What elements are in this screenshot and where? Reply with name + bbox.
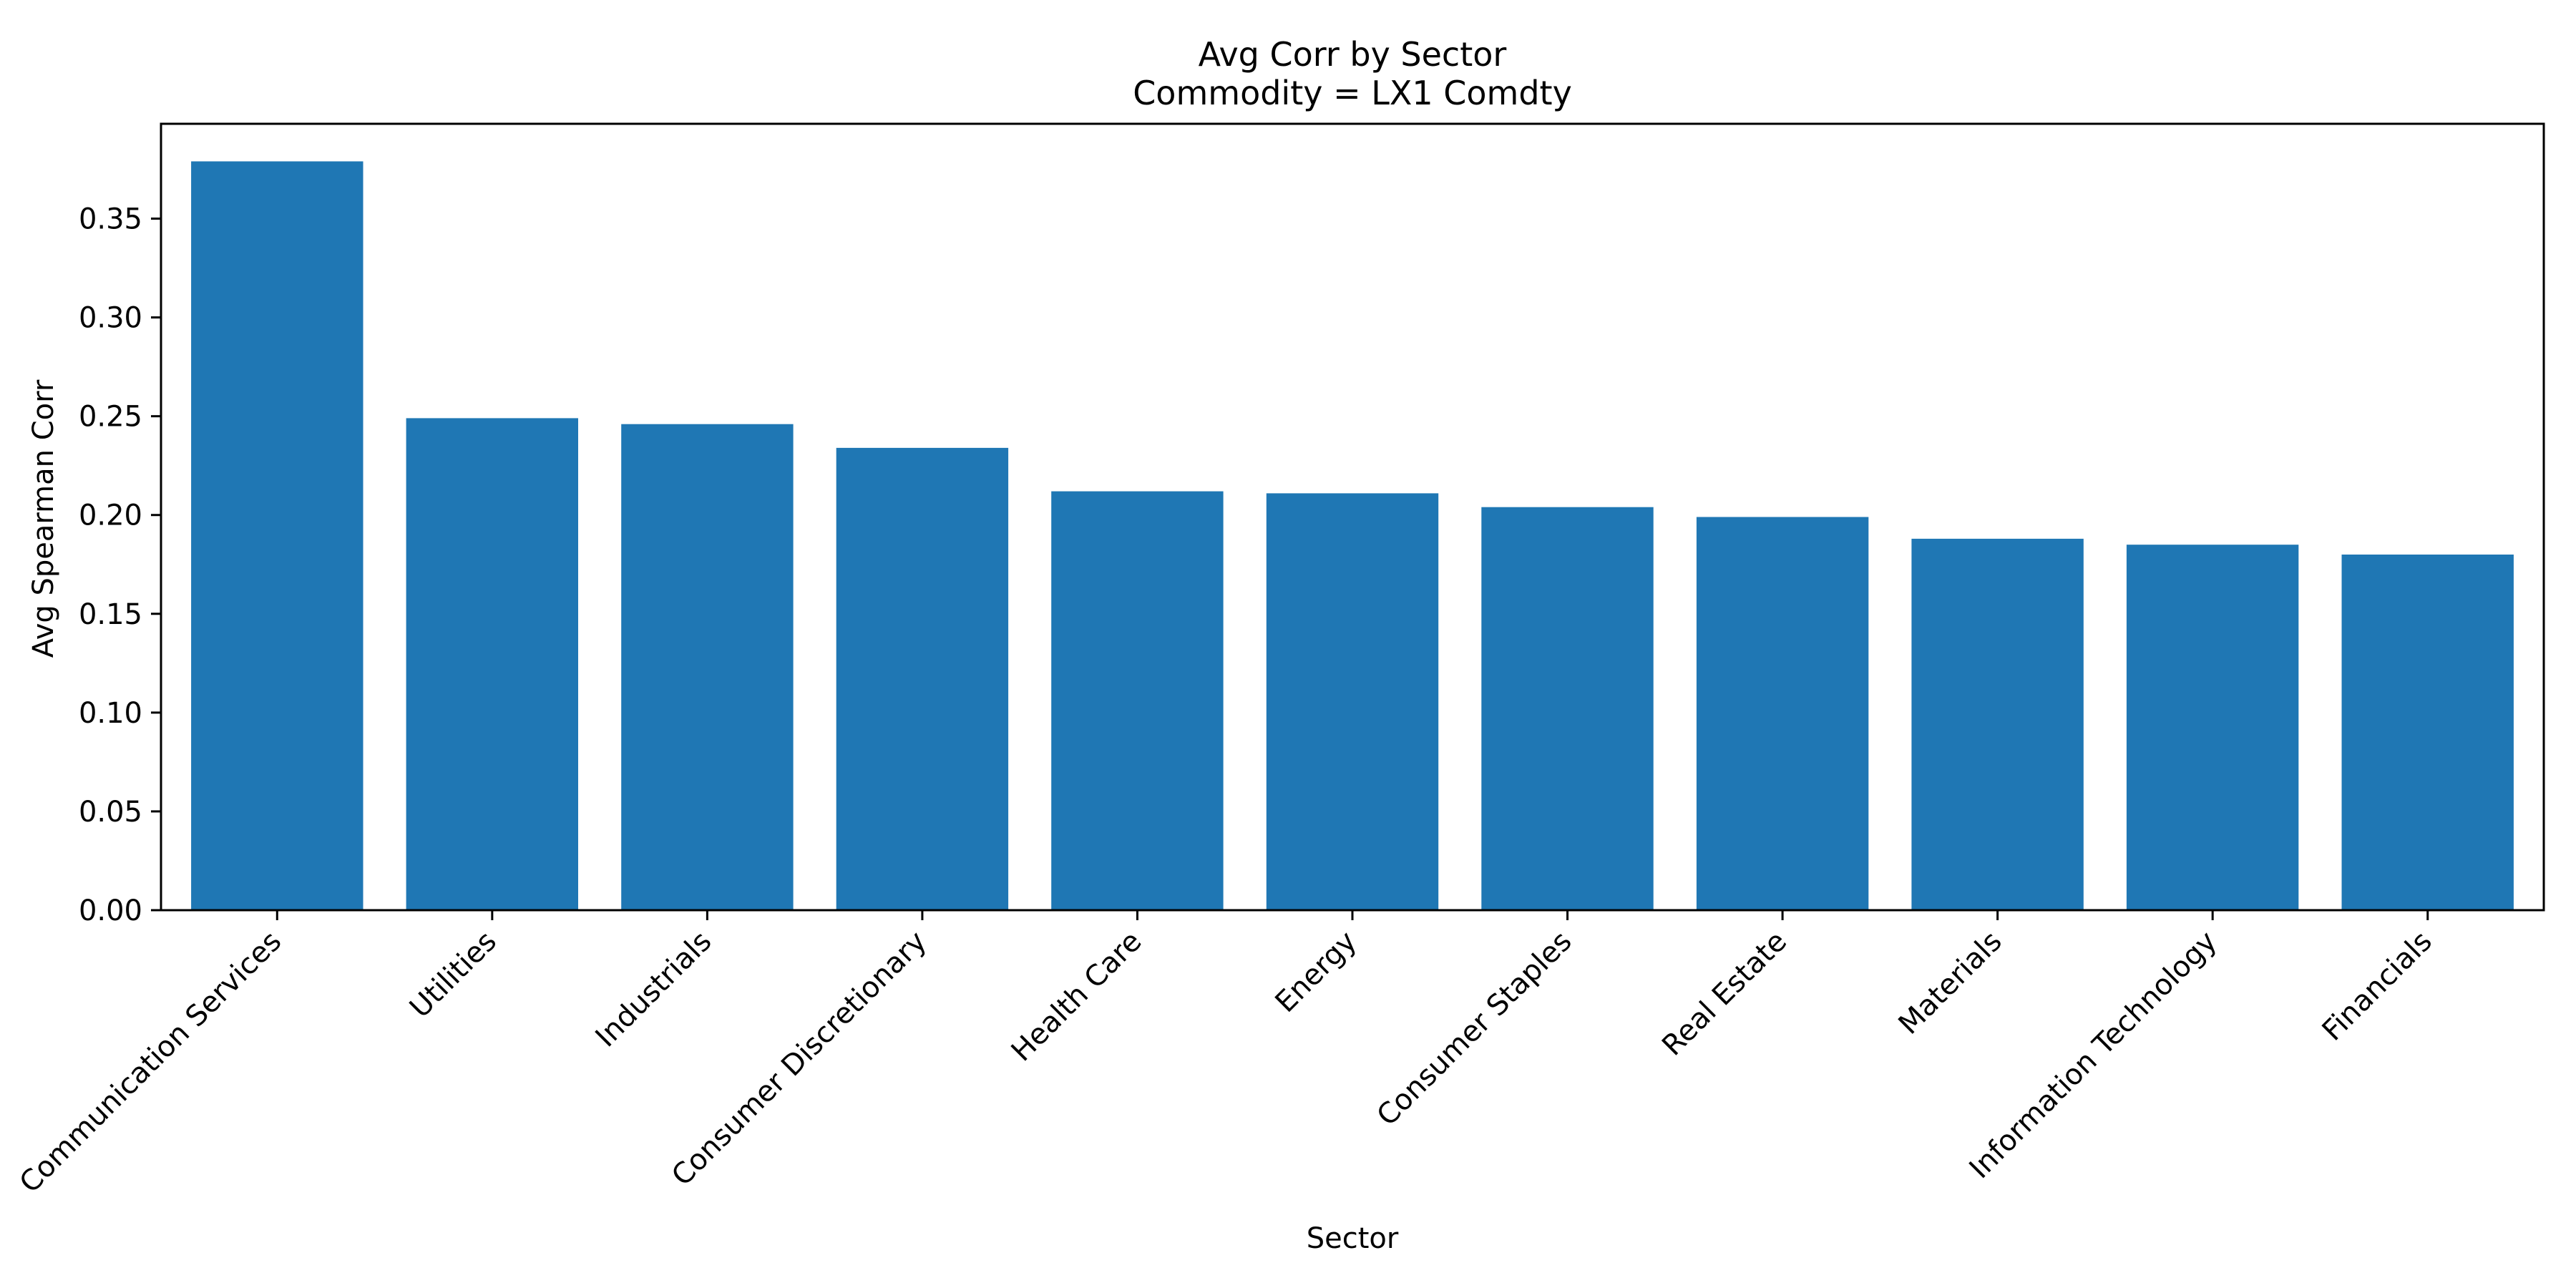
x-tick-label: Utilities <box>404 925 503 1025</box>
bar-health-care <box>1051 491 1224 910</box>
y-tick-label: 0.10 <box>79 697 142 730</box>
x-tick-label: Consumer Staples <box>1371 925 1579 1133</box>
y-tick-label: 0.25 <box>79 401 142 434</box>
bar-real-estate <box>1696 517 1869 910</box>
x-tick-label: Financials <box>2316 925 2439 1048</box>
x-tick-label: Industrials <box>590 925 718 1054</box>
bar-materials <box>1911 538 2084 910</box>
plot-area: 0.00 0.05 0.10 0.15 0.20 0.25 0.30 0.35 Communic… <box>14 122 2545 1200</box>
y-tick-label: 0.15 <box>79 598 142 631</box>
x-tick-label: Energy <box>1269 925 1364 1020</box>
bar-industrials <box>621 424 794 910</box>
chart-title: Avg Corr by Sector <box>1199 35 1507 74</box>
bar-information-technology <box>2126 545 2299 910</box>
bar-energy <box>1266 493 1439 910</box>
bar-utilities <box>406 418 578 910</box>
bar-financials <box>2341 555 2514 910</box>
x-tick-label: Real Estate <box>1656 925 1793 1063</box>
x-tick-label: Consumer Discretionary <box>665 925 933 1193</box>
y-tick-label: 0.05 <box>79 796 142 829</box>
x-tick-label: Health Care <box>1005 925 1148 1068</box>
chart-subtitle: Commodity = LX1 Comdty <box>1133 74 1572 112</box>
x-tick-label: Information Technology <box>1963 925 2224 1186</box>
x-tick-label: Communication Services <box>14 925 288 1200</box>
x-tick-label: Materials <box>1893 925 2009 1041</box>
bar-consumer-discretionary <box>836 447 1009 910</box>
plot-frame <box>160 122 2545 912</box>
y-tick-label: 0.20 <box>79 499 142 532</box>
y-tick-label: 0.35 <box>79 203 142 236</box>
y-axis-label: Avg Spearman Corr <box>27 379 60 658</box>
bar-consumer-staples <box>1481 507 1654 910</box>
bar-communication-services <box>191 161 364 910</box>
x-axis-label: Sector <box>1307 1222 1399 1255</box>
y-tick-label: 0.00 <box>79 894 142 927</box>
y-tick-label: 0.30 <box>79 302 142 335</box>
